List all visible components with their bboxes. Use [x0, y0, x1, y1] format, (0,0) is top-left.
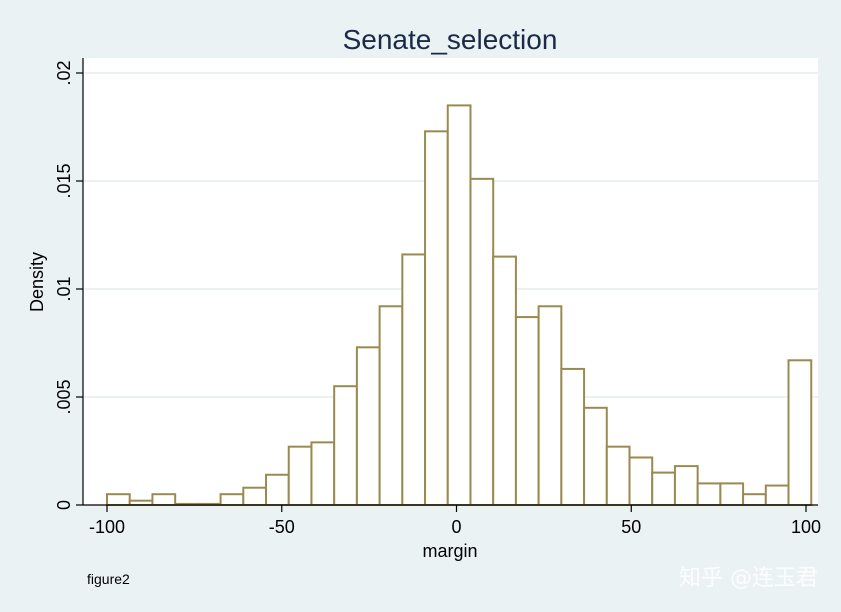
figure-note: figure2 — [87, 571, 130, 587]
histogram-bar — [128, 499, 154, 506]
x-axis-label: margin — [422, 541, 477, 561]
y-tick-label: .02 — [54, 60, 74, 85]
y-tick-label: .015 — [54, 163, 74, 198]
histogram-bar — [378, 305, 404, 506]
histogram-bar — [219, 493, 245, 507]
histogram-bar — [605, 445, 631, 506]
x-tick-label: -50 — [269, 517, 295, 537]
histogram-bar — [764, 484, 790, 506]
y-tick-label: .01 — [54, 276, 74, 301]
histogram-bar — [628, 456, 654, 507]
histogram-bar — [560, 367, 586, 507]
histogram-bar — [787, 359, 813, 506]
histogram-bar — [742, 493, 767, 507]
histogram-bar — [265, 473, 290, 507]
axes: -100 -50 0 50 100 0 .005 .01 .015 .02 — [54, 58, 821, 537]
histogram-bar — [242, 486, 268, 507]
histogram-bar — [310, 441, 336, 506]
x-tick-label: 100 — [791, 517, 821, 537]
histogram-bar — [673, 465, 699, 506]
x-tick-label: -100 — [89, 517, 125, 537]
histogram-bar — [537, 305, 563, 506]
histogram-bar — [514, 316, 540, 506]
histogram-bar — [106, 493, 131, 507]
histogram-bar — [583, 406, 608, 506]
histogram-bar — [719, 482, 745, 506]
histogram-bar — [333, 385, 358, 507]
watermark: 知乎 @连玉君 — [679, 566, 818, 591]
chart-title: Senate_selection — [343, 24, 558, 55]
y-tick-label: .005 — [54, 379, 74, 414]
histogram-bar — [287, 445, 313, 506]
histogram-bar — [446, 104, 472, 507]
x-tick-label: 50 — [621, 517, 641, 537]
histogram-bar — [696, 482, 722, 506]
histogram-bar — [469, 177, 495, 506]
histogram-bar — [355, 346, 381, 506]
histogram-bar — [651, 471, 676, 507]
histogram-bar — [401, 253, 427, 506]
histogram-bar — [424, 130, 449, 506]
histogram-bar — [492, 255, 517, 506]
y-tick-label: 0 — [54, 500, 74, 510]
y-axis-label: Density — [27, 252, 47, 312]
x-tick-label: 0 — [451, 517, 461, 537]
histogram-bar — [151, 493, 177, 507]
